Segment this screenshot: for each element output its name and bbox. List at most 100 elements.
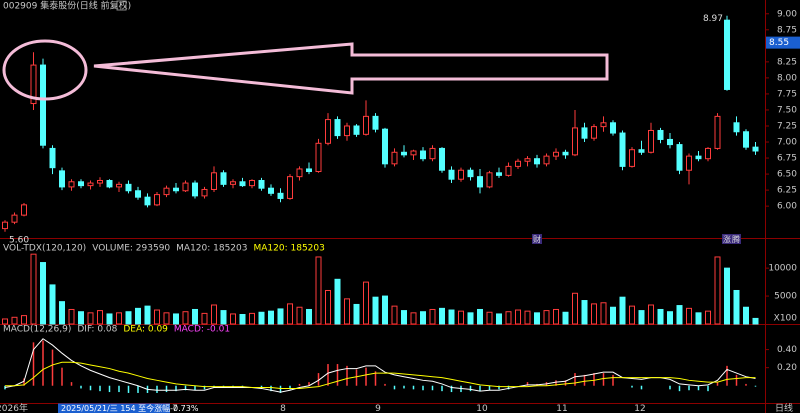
event-marker: 财 (533, 234, 541, 244)
candle-body (429, 147, 436, 160)
volume-bar (173, 313, 179, 325)
candle-body (173, 187, 179, 192)
date-box (58, 403, 170, 413)
candle-body (619, 132, 626, 167)
candle-body (2, 221, 8, 230)
x-tick-label: 7 (172, 404, 178, 413)
volume-bar (667, 311, 673, 325)
macd-dif-line (4, 338, 756, 393)
macd-label: MACD(12,26,9) (3, 325, 71, 335)
volume-bar (648, 304, 654, 325)
candle-body (676, 144, 683, 171)
candle-body (230, 181, 236, 185)
candle-body (572, 127, 578, 156)
x-tick-label: 8 (280, 404, 286, 413)
candle-body (695, 155, 702, 160)
volume-bar (306, 308, 312, 325)
volume-bar (239, 314, 246, 325)
volume-bar (2, 318, 8, 325)
candle-body (258, 179, 265, 189)
candle-body (515, 160, 521, 167)
candle-body (163, 187, 170, 196)
candle-body (239, 181, 246, 187)
x-tick-label: 9 (375, 404, 381, 413)
candle-body (733, 122, 740, 133)
volume-bar (40, 262, 46, 325)
volume-bar (695, 312, 702, 325)
volume-bar (144, 305, 151, 325)
volume-bar (11, 316, 18, 325)
volume-bar (524, 310, 531, 325)
candle-body (135, 190, 141, 198)
volume-bar (287, 303, 293, 325)
volume-bar (477, 308, 483, 325)
volume-bar (733, 289, 740, 325)
candle-body (705, 147, 711, 160)
volume-label: VOLUME: 293590 (92, 244, 170, 254)
volume-bar (505, 311, 512, 325)
candle-body (752, 146, 759, 152)
volume-bar (315, 256, 322, 325)
price-tag-label: 8.55 (769, 38, 789, 48)
candle-body (11, 214, 18, 223)
volume-bar (154, 309, 160, 325)
candle-body (106, 179, 113, 188)
candle-body (420, 150, 426, 160)
volume-bar (325, 289, 331, 325)
candle-body (220, 172, 227, 185)
y-tick-label: 7.50 (777, 105, 797, 115)
candle-body (534, 158, 540, 165)
candle-body (439, 147, 445, 171)
candle-body (363, 115, 369, 135)
candle-body (581, 127, 588, 139)
volume-bar (268, 310, 274, 325)
volume-bar (448, 309, 455, 325)
volume-bar (724, 267, 730, 325)
volume-bar (572, 292, 578, 325)
volume-bar (87, 312, 94, 325)
candle-body (448, 169, 455, 180)
volume-bar (163, 312, 170, 325)
volume-bar (182, 311, 189, 325)
volume-bar (401, 310, 407, 325)
period-label: 日线 (775, 402, 793, 413)
volume-bar (458, 310, 464, 325)
icon[interactable] (116, 0, 127, 11)
event-marker-bg (532, 234, 542, 244)
volume-bar (553, 308, 559, 325)
candle-body (87, 182, 94, 187)
candle-body (714, 115, 721, 149)
y-tick-label: 8.25 (777, 57, 797, 67)
candle-body (201, 188, 208, 197)
volume-bar (49, 284, 56, 325)
candle-body (21, 204, 27, 216)
y-tick-label: 10000 (768, 264, 797, 274)
volume-bar (97, 310, 103, 325)
volume-bar (676, 305, 683, 325)
candle-body (40, 64, 46, 146)
candle-body (686, 155, 692, 171)
y-tick-label: 6.00 (777, 202, 797, 212)
volume-bar (600, 302, 607, 325)
candle-body (638, 149, 645, 153)
candle-body (306, 168, 312, 173)
event-marker-bg (722, 234, 732, 244)
y-tick-label: 7.75 (777, 89, 797, 99)
macd-label: MACD: -0.01 (174, 325, 230, 335)
y-tick-label: 8.75 (777, 25, 797, 35)
volume-bar (135, 307, 141, 325)
volume-bar (249, 312, 255, 325)
volume-bar (657, 308, 664, 325)
y-tick-label: 8.00 (777, 73, 797, 83)
candle-body (49, 147, 56, 169)
volume-bar (515, 309, 521, 325)
volume-bar (619, 296, 626, 325)
volume-bar (353, 303, 360, 325)
candle-body (467, 169, 474, 178)
volume-bar (296, 306, 303, 325)
candle-body (287, 176, 293, 199)
volume-unit: X100 (774, 314, 798, 324)
candle-body (543, 155, 550, 165)
volume-bar (201, 312, 208, 325)
